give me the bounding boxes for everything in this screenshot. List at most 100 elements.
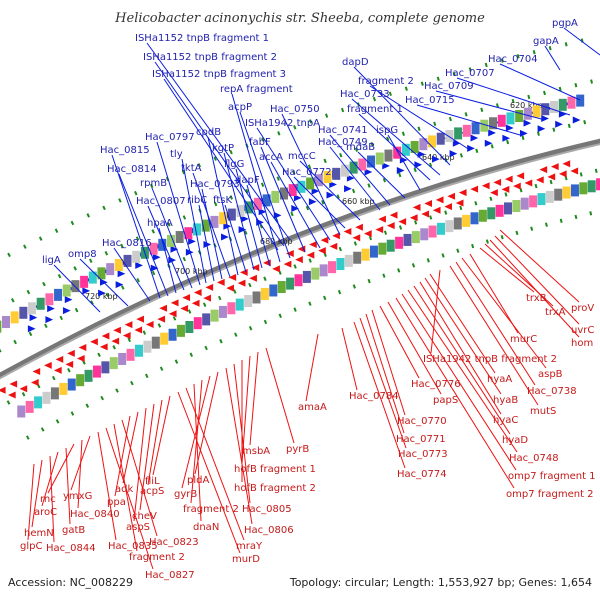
gene-domain-box: [227, 302, 236, 315]
forward-gene-arrow: [188, 237, 196, 245]
forward-gene-label: dapD: [342, 57, 369, 68]
tick-mark: [54, 228, 59, 234]
tick-mark: [475, 148, 479, 154]
tick-mark: [574, 214, 578, 220]
gene-domain-box: [109, 357, 118, 370]
reverse-label-leader: [139, 403, 155, 511]
forward-label-leader: [387, 134, 421, 191]
reverse-gene-arrow: [355, 223, 363, 231]
forward-label-leader: [53, 264, 101, 313]
gene-domain-box: [67, 378, 76, 391]
forward-gene-label: flgG: [224, 159, 244, 170]
forward-label-leader: [369, 85, 471, 151]
forward-gene-arrow: [396, 166, 405, 174]
forward-gene-label: ISHa1152 tnpB fragment 2: [143, 52, 277, 63]
tick-mark: [135, 236, 140, 241]
reverse-gene-arrow: [283, 260, 292, 268]
forward-gene-label: Hac_0807: [136, 196, 186, 207]
forward-label-leader: [151, 187, 193, 289]
reverse-gene-label: fliL: [145, 476, 160, 487]
reverse-gene-arrow: [90, 338, 98, 346]
tick-mark: [10, 298, 15, 303]
tick-mark: [13, 339, 17, 345]
tick-mark: [263, 276, 267, 281]
forward-label-leader: [147, 205, 185, 291]
tick-mark: [370, 142, 374, 147]
gene-domain-box: [280, 187, 289, 200]
reverse-gene-arrow: [182, 294, 191, 302]
kbp-tick-label: 620 kbp: [510, 101, 543, 110]
forward-gene-label: tly: [170, 149, 183, 160]
tick-mark: [244, 230, 248, 235]
gene-domain-box: [436, 222, 445, 235]
tick-mark: [552, 127, 556, 132]
reverse-gene-arrow: [295, 256, 303, 264]
tick-mark: [436, 76, 440, 82]
tick-mark: [452, 71, 456, 77]
forward-label-leader: [256, 127, 331, 241]
forward-label-leader: [293, 176, 346, 229]
tick-mark: [229, 195, 233, 200]
reverse-gene-arrow: [32, 368, 41, 376]
gene-domain-box: [302, 270, 311, 283]
tick-mark: [468, 67, 472, 72]
reverse-gene-arrow: [524, 179, 533, 187]
reverse-label-leader: [469, 253, 519, 334]
tick-mark: [459, 153, 463, 158]
reverse-gene-arrow: [228, 273, 237, 281]
reverse-gene-label: rnc: [40, 494, 56, 505]
forward-gene-arrow: [117, 270, 126, 278]
forward-gene-arrow: [467, 144, 475, 152]
reverse-gene-label: gatB: [62, 525, 85, 536]
forward-label-leader: [281, 113, 341, 236]
tick-mark: [325, 113, 329, 118]
tick-mark: [506, 139, 510, 145]
tick-mark: [558, 86, 562, 92]
reverse-gene-arrow: [30, 379, 39, 387]
tick-mark: [414, 220, 418, 225]
gene-domain-box: [253, 197, 262, 210]
reverse-gene-label: hyaB: [493, 395, 518, 406]
tick-mark: [259, 224, 263, 229]
gene-domain-box: [1, 315, 10, 328]
forward-gene-arrow: [27, 325, 36, 333]
gene-domain-box: [520, 197, 529, 210]
gene-domain-box: [497, 114, 506, 127]
tick-mark: [516, 54, 520, 59]
forward-gene-arrow: [135, 261, 143, 269]
forward-label-leader: [79, 258, 129, 307]
reverse-gene-label: Hac_0844: [46, 543, 96, 554]
gene-domain-box: [185, 320, 194, 333]
tick-mark: [293, 264, 297, 269]
forward-gene-label: ligA: [42, 255, 61, 266]
reverse-gene-label: mutS: [530, 406, 556, 417]
reverse-gene-label: Hac_0806: [244, 525, 294, 536]
tick-mark: [233, 289, 237, 294]
gene-domain-box: [71, 280, 80, 293]
reverse-gene-arrow: [99, 343, 108, 351]
forward-gene-label: Hac_0709: [424, 81, 474, 92]
tick-mark: [219, 339, 223, 344]
gene-domain-box: [384, 149, 393, 162]
reverse-gene-arrow: [226, 284, 234, 292]
backbone-arc: [0, 138, 600, 379]
reverse-gene-label: aspB: [538, 369, 563, 380]
tick-mark: [456, 248, 460, 253]
gene-domain-box: [17, 405, 26, 418]
tick-mark: [204, 345, 208, 351]
tick-mark: [340, 107, 345, 113]
gene-domain-box: [50, 387, 59, 400]
gene-domain-box: [512, 200, 521, 213]
gene-domain-box: [410, 140, 419, 153]
tick-mark: [413, 167, 417, 173]
reverse-label-leader: [105, 427, 154, 570]
forward-gene-label: ispG: [376, 125, 398, 136]
tick-mark: [278, 313, 282, 318]
forward-gene-label: ISHa1942 tnpA: [245, 118, 320, 129]
reverse-gene-label: acpS: [140, 486, 164, 497]
gene-domain-box: [462, 124, 471, 137]
forward-gene-label: ftsK: [213, 195, 232, 206]
gene-domain-box: [59, 382, 68, 395]
forward-gene-arrow: [238, 226, 247, 234]
gene-domain-box: [126, 348, 135, 361]
